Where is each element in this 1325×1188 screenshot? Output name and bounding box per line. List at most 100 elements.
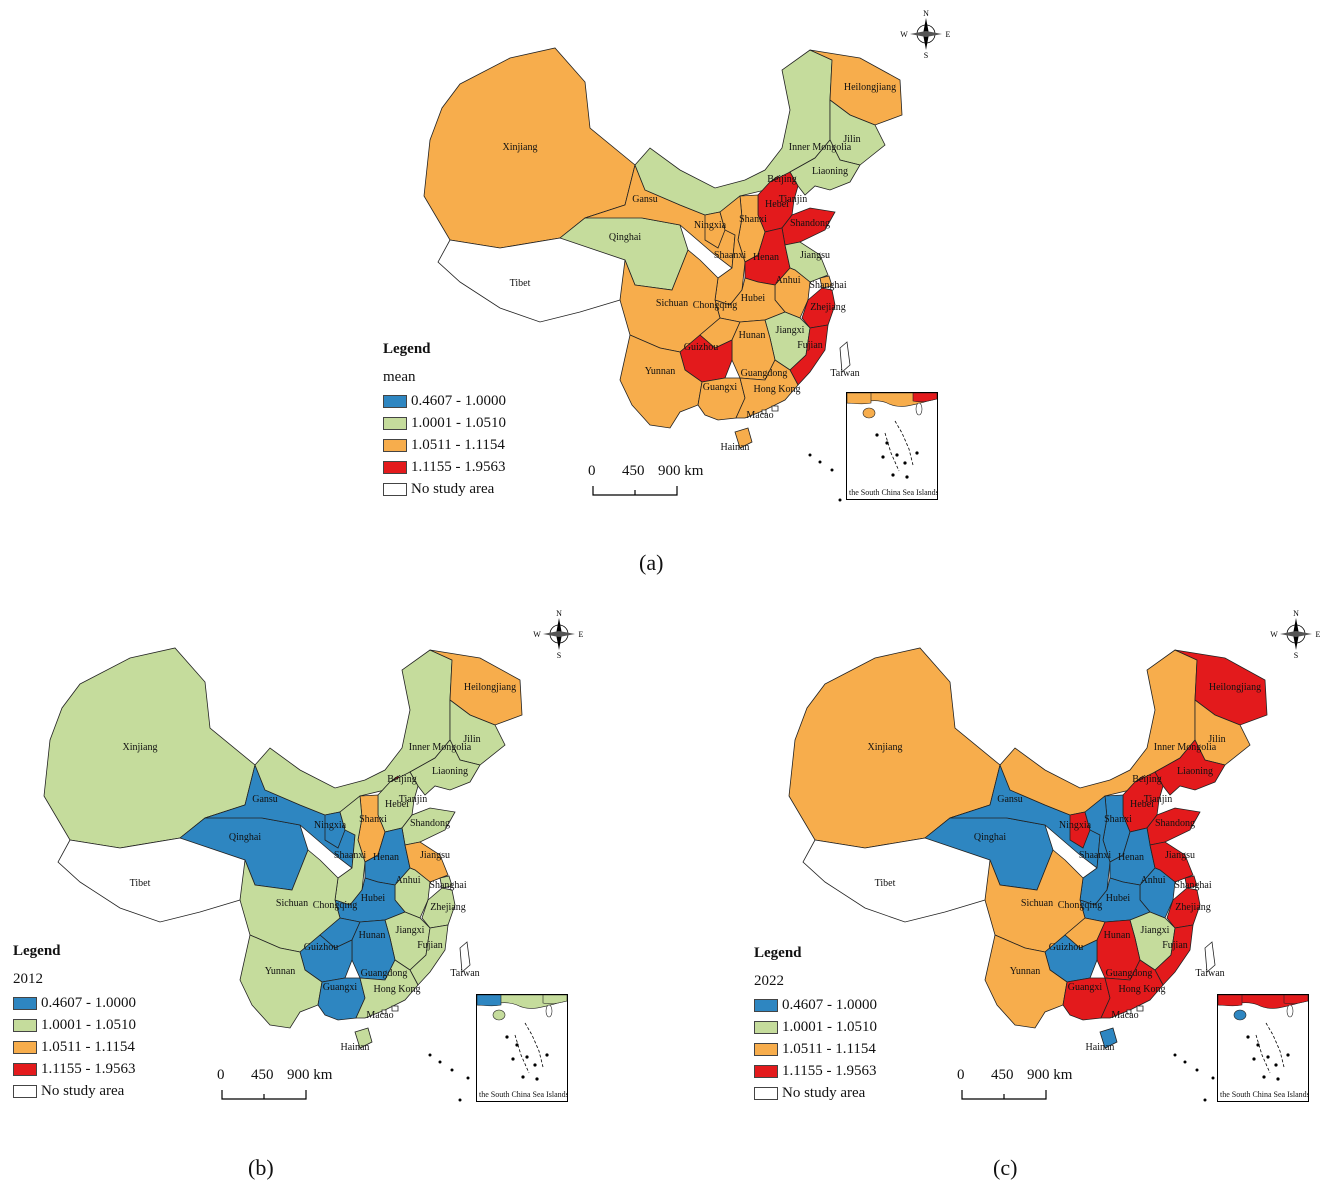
caption-b: (b) <box>248 1155 274 1180</box>
compass-n: N <box>923 9 929 18</box>
province-hainan <box>1099 1027 1118 1049</box>
island-dot <box>808 453 812 457</box>
label-shanxi: Shanxi <box>359 814 387 825</box>
south-china-sea-inset-b: the South China Sea Islands <box>476 994 568 1102</box>
label-jiangxi: Jiangxi <box>1141 925 1170 936</box>
label-tibet: Tibet <box>875 878 896 889</box>
province-hong-kong <box>391 1005 399 1012</box>
inset-island <box>533 1063 537 1067</box>
inset-island <box>881 455 885 459</box>
label-qinghai: Qinghai <box>609 232 641 243</box>
compass-w: W <box>1270 630 1278 639</box>
label-shaanxi: Shaanxi <box>714 250 746 261</box>
province-fujian <box>789 324 829 386</box>
inset-island <box>1276 1077 1280 1081</box>
south-china-sea-inset-a: the South China Sea Islands <box>846 392 938 500</box>
province-zhejiang <box>1166 887 1201 929</box>
label-jilin: Jilin <box>843 134 860 145</box>
label-qinghai: Qinghai <box>974 832 1006 843</box>
label-qinghai: Qinghai <box>229 832 261 843</box>
inset-guangxi <box>477 995 502 1007</box>
legend-swatch <box>383 394 407 408</box>
label-jiangsu: Jiangsu <box>1165 850 1195 861</box>
legend-swatch <box>754 1042 778 1056</box>
label-henan: Henan <box>1118 852 1144 863</box>
inset-island <box>1252 1057 1256 1061</box>
legend-label: 1.0511 - 1.1154 <box>41 1039 135 1055</box>
legend-label: 1.0511 - 1.1154 <box>411 437 505 453</box>
province-guangdong <box>355 959 419 1019</box>
scale-label-450: 450 <box>251 1067 274 1083</box>
legend-c: Legend 2022 0.4607 - 1.0000 1.0001 - 1.05… <box>754 942 877 1104</box>
inset-fujian <box>1283 995 1308 1005</box>
legend-class-3: 1.0511 - 1.1154 <box>754 1038 877 1060</box>
legend-b: Legend 2012 0.4607 - 1.0000 1.0001 - 1.05… <box>13 940 136 1102</box>
inset-boundary <box>514 1022 544 1074</box>
legend-class-1: 0.4607 - 1.0000 <box>383 390 506 412</box>
label-jilin: Jilin <box>1208 734 1225 745</box>
label-guangxi: Guangxi <box>323 982 358 993</box>
legend-label: 0.4607 - 1.0000 <box>41 995 136 1011</box>
inset-island <box>891 473 895 477</box>
scale-bar-c: 0 450 900 km <box>953 1067 1083 1108</box>
island-dot <box>830 468 834 472</box>
label-xinjiang: Xinjiang <box>123 742 158 753</box>
province-yunnan <box>619 334 703 429</box>
compass-s: S <box>1294 651 1298 660</box>
label-fujian: Fujian <box>417 940 443 951</box>
legend-swatch <box>754 998 778 1012</box>
legend-swatch <box>754 1064 778 1078</box>
legend-swatch <box>383 416 407 430</box>
inset-guangxi <box>847 393 872 405</box>
legend-label: 0.4607 - 1.0000 <box>411 393 506 409</box>
inset-taiwan <box>1286 1004 1294 1018</box>
inset-fujian <box>912 393 937 403</box>
legend-class-1: 0.4607 - 1.0000 <box>754 994 877 1016</box>
label-shanghai: Shanghai <box>809 280 846 291</box>
province-yunnan <box>984 934 1068 1029</box>
label-jilin: Jilin <box>463 734 480 745</box>
legend-title: Legend <box>754 945 802 961</box>
label-taiwan: Taiwan <box>450 968 479 979</box>
compass-b: N S E W <box>530 608 588 665</box>
province-shanghai <box>819 275 833 289</box>
label-hainan: Hainan <box>1086 1042 1115 1053</box>
label-beijing: Beijing <box>1132 774 1161 785</box>
label-beijing: Beijing <box>387 774 416 785</box>
legend-label: 1.0001 - 1.0510 <box>411 415 506 431</box>
inset-taiwan <box>915 402 923 416</box>
province-macao <box>381 1009 387 1015</box>
province-liaoning <box>1154 739 1226 796</box>
label-guizhou: Guizhou <box>1049 942 1083 953</box>
legend-label: 1.0001 - 1.0510 <box>41 1017 136 1033</box>
legend-no-study: No study area <box>754 1082 877 1104</box>
label-inner-mongolia: Inner Mongolia <box>409 742 472 753</box>
scale-label-900: 900 km <box>1027 1067 1073 1083</box>
compass-n: N <box>556 609 562 618</box>
legend-label: No study area <box>411 481 495 497</box>
map-panel-a: Xinjiang Tibet Qinghai Gansu Inner Mongolia H… <box>380 0 960 520</box>
label-guangxi: Guangxi <box>703 382 738 393</box>
label-hainan: Hainan <box>341 1042 370 1053</box>
label-xinjiang: Xinjiang <box>503 142 538 153</box>
province-shanghai <box>1184 875 1198 889</box>
label-hunan: Hunan <box>359 930 386 941</box>
compass-w: W <box>533 630 541 639</box>
inset-island <box>885 441 889 445</box>
compass-s: S <box>557 651 561 660</box>
label-shanxi: Shanxi <box>1104 814 1132 825</box>
scale-bar-a: 0 450 900 km <box>584 463 714 504</box>
label-yunnan: Yunnan <box>265 966 296 977</box>
province-taiwan <box>1204 941 1216 973</box>
compass-c: N S E W <box>1267 608 1325 665</box>
legend-class-4: 1.1155 - 1.9563 <box>13 1058 136 1080</box>
province-yunnan <box>239 934 323 1029</box>
label-hebei: Hebei <box>1130 799 1154 810</box>
scale-label-0: 0 <box>588 463 596 479</box>
label-chongqing: Chongqing <box>693 300 737 311</box>
island-dot <box>838 498 842 502</box>
inset-island <box>903 461 907 465</box>
inset-island <box>535 1077 539 1081</box>
province-guangdong <box>1100 959 1164 1019</box>
legend-subtitle: mean <box>383 369 416 385</box>
